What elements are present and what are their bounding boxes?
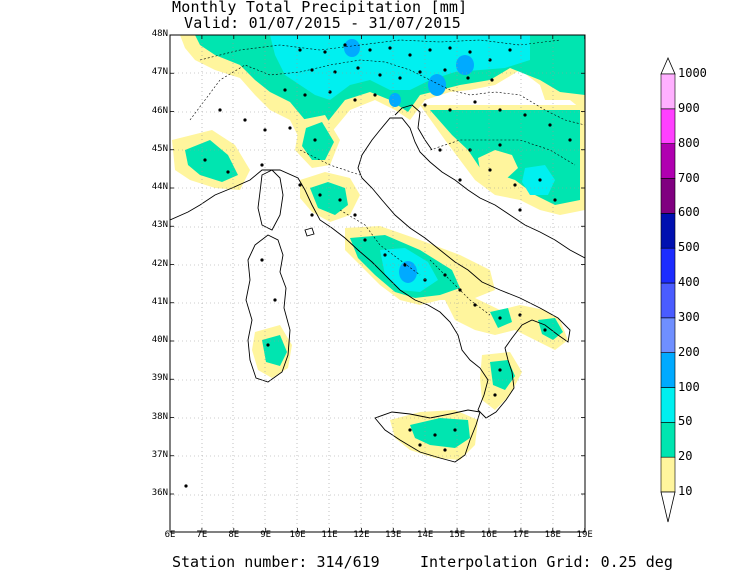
lon-label-7E: 7E: [196, 530, 208, 540]
map-frame: [169, 34, 586, 533]
lat-label-41N: 41N: [151, 296, 168, 307]
lon-label-9E: 9E: [260, 530, 272, 540]
lon-label-18E: 18E: [544, 530, 561, 540]
legend-label-900: 900: [678, 100, 700, 115]
legend-band-0: [660, 456, 676, 493]
border-alps: [189, 59, 585, 126]
lat-label-40N: 40N: [151, 335, 168, 345]
lon-label-14E: 14E: [417, 530, 434, 540]
border-regions-1: [299, 149, 361, 176]
coastline-sicily: [374, 409, 481, 463]
legend-label-1000: 1000: [678, 66, 707, 80]
lon-label-16E: 16E: [480, 530, 498, 540]
lat-label-44N: 44N: [151, 182, 168, 192]
legend-label-800: 800: [678, 135, 700, 150]
lon-label-11E: 11E: [321, 530, 338, 540]
field-calabria-green: [490, 360, 515, 390]
legend-label-20: 20: [678, 449, 693, 464]
coastline-sardinia: [245, 234, 291, 383]
legend-band-7: [660, 213, 676, 249]
lat-label-42N: 42N: [151, 258, 168, 269]
border-regions-3: [429, 259, 491, 316]
legend-arrow-top: [660, 57, 676, 75]
legend-arrow-bottom: [660, 491, 676, 523]
legend-label-500: 500: [678, 240, 700, 255]
legend-band-9: [660, 143, 676, 179]
borders: [189, 39, 585, 316]
field-tuscany-green: [310, 182, 348, 215]
lon-label-6E: 6E: [164, 530, 176, 540]
lat-label-43N: 43N: [151, 220, 168, 231]
field-alps-cyan: [270, 35, 530, 100]
lat-label-48N: 48N: [151, 29, 168, 39]
legend-label-300: 300: [678, 309, 700, 324]
legend-band-8: [660, 178, 676, 214]
legend-band-11: [660, 73, 676, 110]
legend-label-600: 600: [678, 205, 700, 220]
lat-label-38N: 38N: [151, 411, 168, 422]
legend-band-1: [660, 422, 676, 458]
field-sicily-green: [410, 418, 470, 448]
legend-label-10: 10: [678, 484, 693, 498]
field-central-blue: [399, 261, 417, 283]
field-sardinia-green: [262, 335, 287, 366]
legend-band-2: [660, 387, 676, 423]
coastline-elba: [304, 227, 315, 237]
lon-label-19E: 19E: [576, 530, 593, 540]
legend-label-200: 200: [678, 344, 700, 359]
lat-label-47N: 47N: [151, 67, 168, 78]
lon-label-10E: 10E: [289, 530, 306, 540]
lon-label-8E: 8E: [228, 530, 240, 540]
legend-band-5: [660, 282, 676, 319]
lat-label-36N: 36N: [151, 488, 168, 498]
lon-label-12E: 12E: [353, 530, 370, 540]
map-validity-period: Valid: 01/07/2015 - 31/07/2015: [184, 14, 461, 32]
coastlines: [170, 104, 585, 463]
interpolation-grid: Interpolation Grid: 0.25 deg: [420, 553, 673, 571]
field-liguria-green: [185, 140, 238, 182]
legend-label-400: 400: [678, 275, 700, 289]
legend-label-100: 100: [678, 379, 700, 394]
field-alps-blue-3: [344, 39, 360, 57]
map-title: Monthly Total Precipitation [mm]: [172, 0, 468, 16]
legend-band-3: [660, 352, 676, 388]
lat-label-39N: 39N: [151, 373, 168, 384]
field-po-green: [302, 122, 334, 160]
border-north: [199, 39, 561, 61]
lat-label-45N: 45N: [151, 143, 168, 154]
legend-label-700: 700: [678, 170, 700, 185]
field-alps-blue-2: [456, 55, 474, 75]
border-balkans: [429, 139, 576, 166]
legend-label-50: 50: [678, 414, 693, 429]
precipitation-fields: [172, 35, 585, 460]
lon-label-15E: 15E: [448, 530, 466, 540]
legend-band-4: [660, 317, 676, 353]
station-count: Station number: 314/619: [172, 553, 380, 571]
field-east-hole: [478, 150, 518, 180]
legend-band-10: [660, 108, 676, 144]
lat-label-37N: 37N: [151, 449, 168, 460]
field-alps-blue-1: [428, 74, 446, 96]
station-markers: [184, 43, 572, 488]
lat-label-46N: 46N: [151, 105, 168, 116]
lon-label-13E: 13E: [385, 530, 402, 540]
coastline-mainland: [170, 117, 585, 419]
axis-ticks: [169, 34, 586, 532]
legend-colorbar: [660, 57, 676, 523]
lon-label-17E: 17E: [512, 530, 530, 540]
legend-band-6: [660, 247, 676, 284]
coastline-corsica: [257, 169, 284, 231]
field-alps-blue-4: [389, 93, 401, 107]
graticule: [170, 35, 585, 532]
